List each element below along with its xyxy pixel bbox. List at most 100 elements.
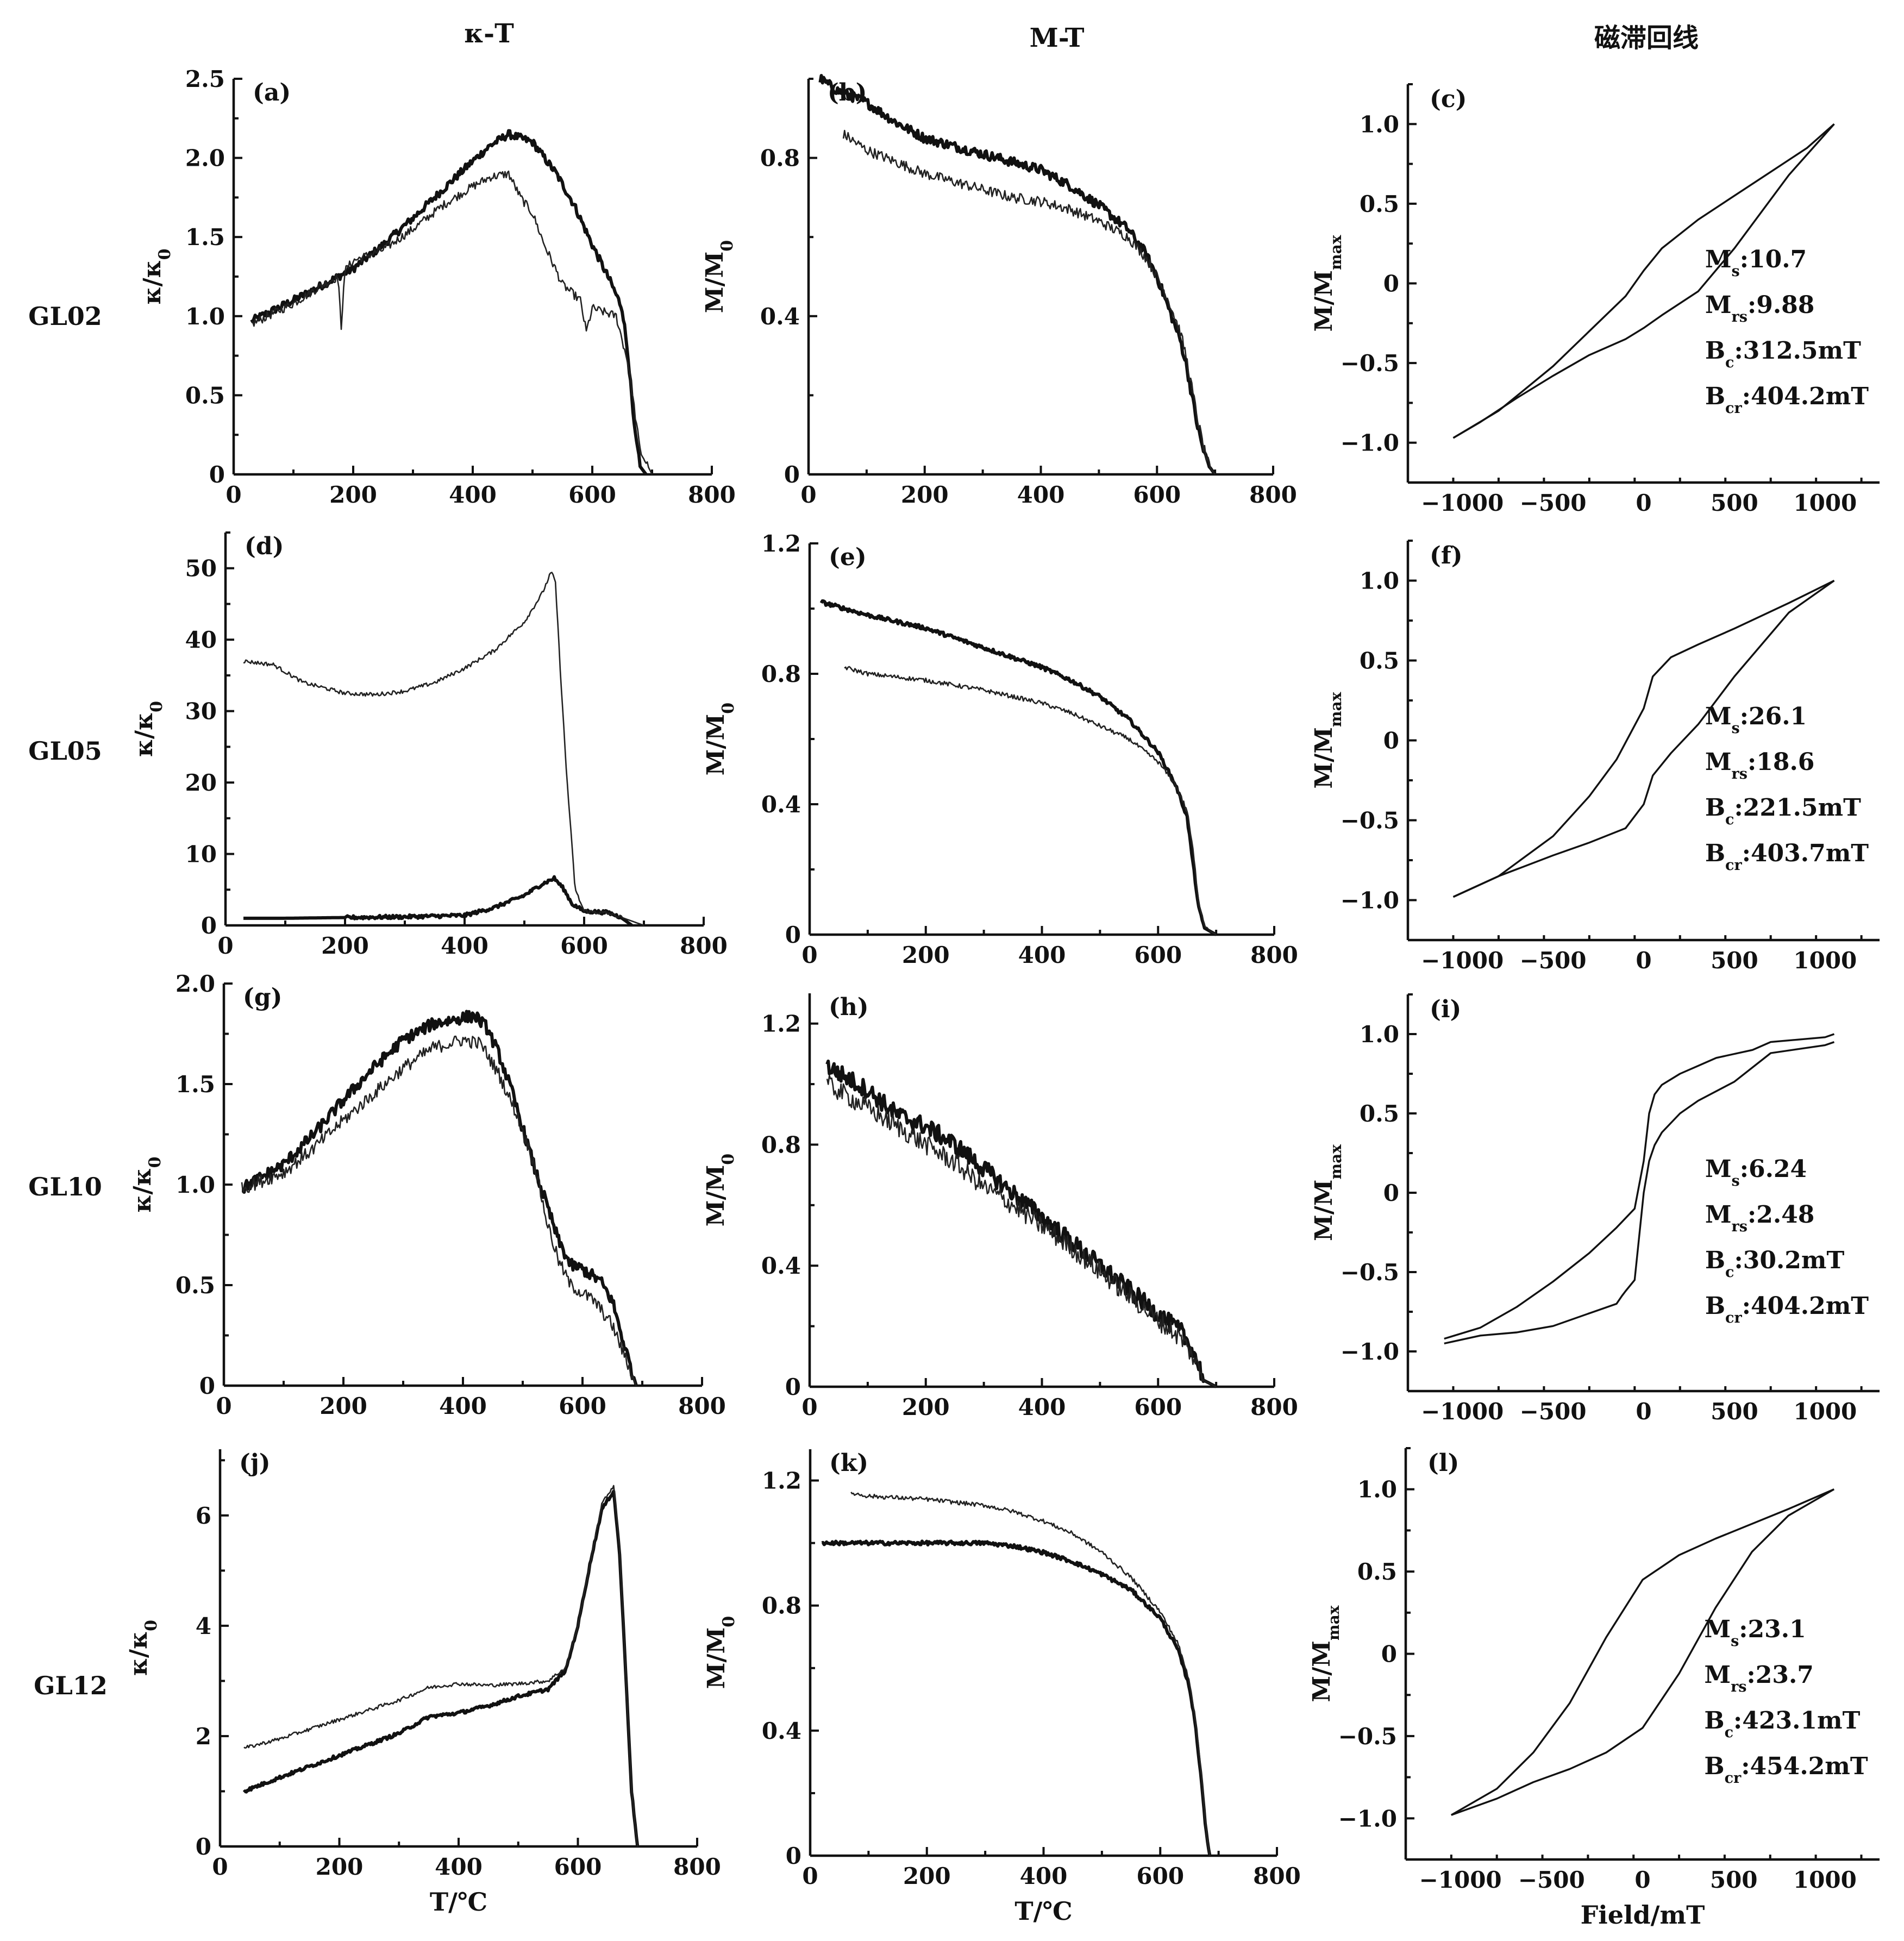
x-tick-label: 800: [678, 1393, 726, 1419]
y-tick-label: 0: [785, 1374, 801, 1400]
column-title-kappa-t: κ-T: [464, 18, 514, 49]
y-tick-label: −0.5: [1338, 1723, 1397, 1750]
panel-label: (c): [1430, 85, 1467, 113]
x-tick-label: 800: [688, 481, 736, 508]
x-tick-label: 400: [1018, 1394, 1066, 1420]
panel-label: (f): [1430, 542, 1463, 569]
row-label-gl02: GL02: [28, 302, 102, 331]
panel-label: (l): [1427, 1449, 1459, 1477]
x-tick-label: 0: [1634, 1867, 1650, 1893]
x-tick-label: 400: [441, 932, 488, 959]
x-tick-label: 1000: [1793, 1867, 1857, 1893]
x-tick-label: 0: [1636, 1398, 1651, 1425]
stat-bcr: Bcr:403.7mT: [1705, 840, 1869, 874]
x-tick-label: 200: [329, 481, 377, 508]
x-tick-label: 500: [1711, 1398, 1758, 1425]
series-cooling: [241, 1035, 637, 1386]
x-tick-label: 600: [1133, 481, 1181, 508]
panel-a: 0 200 400 600 800 0 0.5 1.0 1.5 2.0 2.5 (a) κ/κ0: [139, 66, 736, 508]
series-lower: [1452, 123, 1835, 439]
y-tick-label: 0.5: [1360, 648, 1399, 674]
x-tick-label: 1000: [1793, 490, 1857, 516]
x-tick-label: 0: [800, 481, 816, 508]
x-tick-label: 400: [1020, 1863, 1068, 1889]
y-tick-label: 0.5: [185, 382, 225, 409]
stat-bc: Bc:221.5mT: [1705, 794, 1861, 828]
y-tick-label: −1.0: [1338, 1805, 1397, 1832]
stat-bc: Bc:30.2mT: [1705, 1247, 1845, 1281]
y-axis-label: κ/κ0: [130, 701, 166, 757]
y-tick-label: 0: [784, 461, 800, 488]
y-tick-label: 0.5: [176, 1272, 215, 1299]
y-tick-label: 0.8: [760, 145, 800, 172]
y-axis-label: M/Mmax: [1310, 692, 1345, 788]
series-upper: [1452, 579, 1835, 898]
x-tick-label: 800: [1250, 1394, 1298, 1420]
x-tick-label: 200: [316, 1854, 364, 1880]
y-tick-label: 0.5: [1360, 1100, 1399, 1127]
x-tick-label: 500: [1711, 490, 1758, 516]
x-tick-label: −500: [1520, 490, 1587, 516]
series-cooling: [251, 170, 653, 475]
panel-label: (a): [253, 79, 291, 107]
series-lower: [1452, 580, 1835, 898]
series-heating: [821, 1539, 1212, 1856]
y-tick-label: 1.0: [1360, 111, 1399, 137]
y-tick-label: 0: [1381, 1641, 1397, 1668]
y-tick-label: 10: [185, 841, 217, 868]
y-tick-label: 30: [185, 698, 217, 725]
x-tick-label: 800: [680, 932, 728, 959]
y-axis-label: κ/κ0: [125, 1620, 161, 1676]
panel-k: 0 200 400 600 800 0 0.4 0.8 1.2 (k) M/M0 T/℃: [703, 1449, 1301, 1926]
y-axis-label: M/M0: [702, 703, 738, 775]
y-tick-label: 0: [1383, 728, 1399, 754]
y-tick-label: −1.0: [1341, 430, 1399, 456]
y-tick-label: 1.2: [761, 1011, 801, 1037]
y-tick-label: 1.0: [1357, 1476, 1397, 1503]
y-axis-label: κ/κ0: [129, 1157, 165, 1213]
series-lower: [1444, 1041, 1835, 1345]
y-tick-label: 20: [185, 769, 217, 796]
x-tick-label: −500: [1520, 1398, 1587, 1425]
y-tick-label: 0.5: [1357, 1558, 1397, 1585]
y-axis-label: M/M0: [702, 1154, 738, 1226]
x-tick-label: 200: [902, 942, 950, 968]
x-tick-label: 1000: [1793, 1398, 1857, 1425]
series-upper: [1452, 123, 1835, 439]
x-tick-label: 600: [1136, 1863, 1184, 1889]
series-upper: [1450, 1488, 1834, 1816]
y-tick-label: 0: [1383, 1180, 1399, 1206]
panel-label: (i): [1430, 995, 1461, 1023]
series-lower: [1451, 1488, 1835, 1816]
panel-label: (k): [829, 1449, 868, 1477]
y-tick-label: 0: [199, 1373, 215, 1399]
y-tick-label: 1.0: [1360, 1021, 1399, 1048]
y-axis-label: M/M0: [701, 240, 737, 313]
stat-mrs: Mrs:23.7: [1704, 1661, 1814, 1695]
series-cooling: [850, 1492, 1211, 1856]
row-label-gl12: GL12: [34, 1671, 108, 1700]
y-tick-label: 0.8: [762, 1593, 801, 1619]
x-tick-label: 200: [902, 1394, 950, 1420]
stat-ms: Ms:10.7: [1705, 246, 1807, 280]
y-tick-label: 50: [185, 555, 217, 582]
y-tick-label: −0.5: [1341, 807, 1399, 834]
y-tick-label: 0.4: [761, 1253, 801, 1279]
x-tick-label: 200: [901, 481, 949, 508]
x-tick-label: 400: [1018, 942, 1066, 968]
panel-label: (h): [829, 993, 869, 1021]
panel-l: −1000 −500 0 500 1000 −1.0 −0.5 0 0.5 1.0 (l) M/Mma…: [1308, 1447, 1880, 1930]
x-tick-label: 400: [439, 1393, 487, 1419]
row-label-gl05: GL05: [28, 736, 102, 766]
x-tick-label: 400: [449, 481, 497, 508]
series-cooling: [243, 572, 644, 926]
panel-label: (j): [239, 1449, 271, 1477]
stat-bcr: Bcr:404.2mT: [1705, 383, 1869, 417]
series-cooling: [243, 1485, 638, 1847]
y-tick-label: 0.4: [762, 1718, 801, 1744]
x-tick-label: 500: [1710, 1867, 1758, 1893]
series-heating: [250, 129, 648, 475]
y-axis-label: κ/κ0: [139, 249, 174, 305]
x-tick-label: 0: [801, 1394, 817, 1420]
